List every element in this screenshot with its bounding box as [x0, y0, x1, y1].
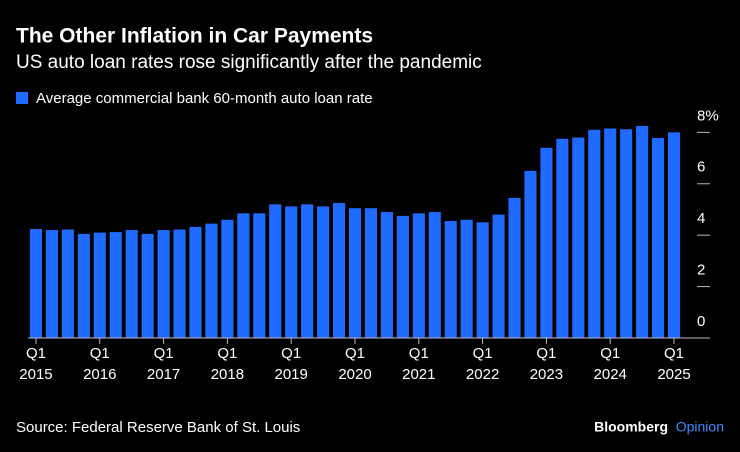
legend-swatch — [16, 92, 28, 104]
x-tick-label: Q1 2020 — [338, 345, 372, 383]
y-tick-label: 0 — [697, 313, 705, 330]
bar — [189, 226, 202, 338]
chart-subtitle: US auto loan rates rose significantly af… — [16, 52, 482, 73]
bar — [157, 230, 170, 338]
x-tick-label: Q1 2024 — [593, 345, 627, 383]
bar — [444, 221, 457, 338]
y-tick-label: 6 — [697, 159, 705, 176]
bar — [332, 203, 346, 338]
bar — [652, 138, 665, 338]
bar — [285, 206, 298, 338]
bar — [45, 230, 58, 338]
bar — [460, 219, 473, 338]
y-tick-label: 8% — [697, 107, 719, 124]
bar — [636, 125, 649, 338]
legend-label: Average commercial bank 60-month auto lo… — [36, 90, 373, 107]
x-tick-label: Q1 2021 — [402, 345, 436, 383]
bar — [109, 232, 122, 338]
bar — [61, 229, 74, 338]
chart-title: The Other Inflation in Car Payments — [16, 25, 373, 48]
bar — [141, 233, 154, 338]
brand-suffix: Opinion — [676, 419, 724, 435]
bar — [348, 208, 362, 338]
bar — [524, 170, 537, 338]
x-tick-label: Q1 2023 — [529, 345, 564, 383]
bar — [237, 213, 250, 338]
y-tick-label: 2 — [697, 262, 705, 279]
bar — [269, 204, 282, 338]
x-tick-label: Q1 2015 — [19, 345, 53, 383]
x-tick-label: Q1 2017 — [146, 345, 181, 383]
bar — [205, 223, 218, 338]
source: Source: Federal Reserve Bank of St. Loui… — [16, 419, 300, 436]
bar — [572, 137, 585, 338]
bar — [93, 232, 106, 338]
brand: Bloomberg — [594, 419, 668, 435]
bar — [221, 219, 234, 338]
bar — [301, 204, 314, 338]
bar — [540, 147, 553, 338]
x-tick-label: Q1 2018 — [210, 345, 245, 383]
bar — [508, 197, 521, 338]
y-tick-label: 4 — [697, 210, 705, 227]
x-tick-label: Q1 2025 — [657, 345, 691, 383]
bar — [317, 206, 330, 338]
bar — [620, 129, 633, 338]
bar — [380, 212, 393, 338]
bar — [556, 138, 569, 338]
bar — [29, 229, 43, 338]
bar — [492, 214, 505, 338]
bar — [604, 128, 617, 338]
x-tick-label: Q1 2016 — [83, 345, 117, 383]
bar — [412, 213, 425, 338]
bar — [588, 129, 601, 338]
x-tick-label: Q1 2022 — [465, 345, 500, 383]
bar — [173, 229, 186, 338]
bar — [364, 208, 378, 338]
bar — [253, 213, 266, 338]
bar — [125, 230, 138, 338]
x-tick-label: Q1 2019 — [274, 345, 308, 383]
bar — [476, 222, 489, 338]
bar — [667, 132, 681, 338]
bar — [396, 215, 409, 338]
bar — [77, 233, 90, 338]
bar — [428, 212, 441, 338]
